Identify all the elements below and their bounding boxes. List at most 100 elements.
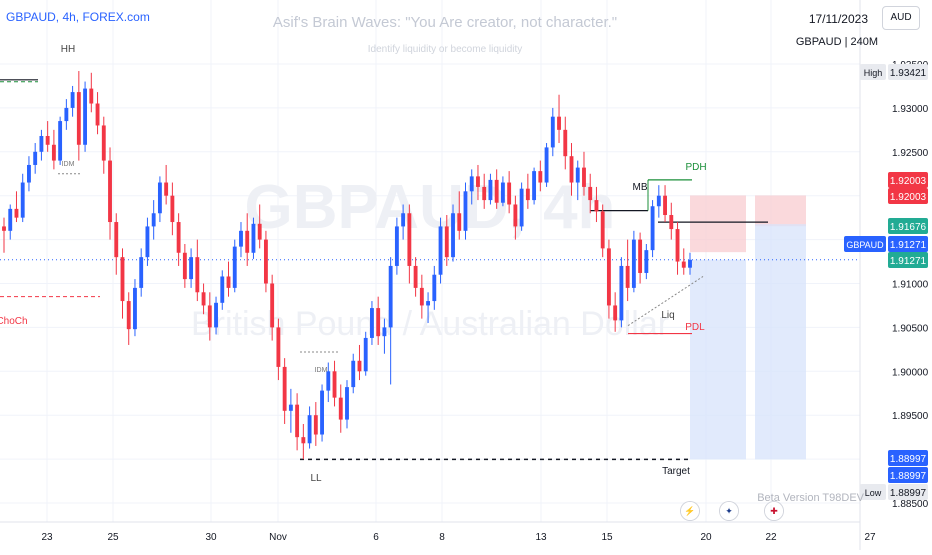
y-tick-label: 1.90000 — [892, 367, 929, 378]
candle-body — [276, 327, 281, 367]
candle-body — [582, 167, 586, 187]
candle-body — [320, 390, 324, 435]
candle-body — [370, 308, 374, 338]
x-tick-label: Nov — [269, 532, 287, 543]
price-label-box — [888, 467, 928, 483]
candle-body — [482, 186, 487, 201]
target-zone-2 — [755, 224, 806, 460]
annotation-idm: IDM — [62, 161, 75, 168]
candle-body — [376, 308, 381, 337]
candle-body — [557, 116, 561, 130]
candle-body — [33, 151, 38, 165]
price-label-value: 1.91676 — [890, 222, 927, 233]
candle-body — [451, 213, 455, 258]
price-label-box — [888, 236, 928, 252]
x-tick-label: 23 — [41, 532, 53, 543]
lightning-event-icon[interactable]: ⚡ — [681, 502, 699, 520]
candle-body — [151, 213, 156, 227]
candle-body — [413, 265, 418, 288]
candle-body — [332, 371, 337, 398]
annotation-hh: HH — [61, 44, 75, 55]
candle-body — [307, 415, 312, 444]
watermark-title: Asif's Brain Waves: "You Are creator, no… — [272, 14, 618, 31]
price-label-box — [888, 450, 928, 466]
candle-body — [101, 125, 106, 161]
candle-body — [407, 213, 412, 266]
annotation-idm: IDM — [315, 367, 328, 374]
candle-body — [625, 265, 630, 288]
x-tick-label: 22 — [765, 532, 777, 543]
candle-body — [650, 206, 655, 251]
candle-body — [519, 188, 524, 227]
candle-body — [45, 135, 50, 145]
stop-zone-1 — [690, 195, 746, 253]
candle-body — [401, 213, 406, 227]
candle-body — [419, 287, 424, 306]
candle-body — [2, 226, 6, 231]
candle-body — [189, 257, 194, 280]
candle-body — [251, 223, 256, 253]
watermark-big-description: British Pound / Australian Dollar — [191, 305, 669, 343]
target-zone-1 — [690, 259, 746, 460]
candle-body — [8, 208, 13, 231]
symbol-title[interactable]: GBPAUD, 4h, FOREX.com — [6, 10, 150, 24]
candle-body — [313, 415, 318, 435]
candle-body — [638, 239, 643, 273]
candle-body — [382, 327, 387, 337]
candle-body — [220, 276, 225, 303]
candle-body — [164, 182, 169, 196]
candle-body — [170, 195, 175, 223]
candle-body — [226, 276, 231, 288]
candle-body — [619, 265, 624, 321]
annotation-choch: ChoCh — [0, 316, 28, 327]
candle-body — [426, 301, 431, 306]
candle-body — [182, 252, 187, 280]
price-label-value: 1.88997 — [890, 454, 927, 465]
price-label-box — [888, 64, 928, 80]
y-tick-label: 1.89500 — [892, 411, 929, 422]
price-label-value: 1.91271 — [890, 256, 927, 267]
price-label-box — [888, 188, 928, 204]
price-label-value: 1.88997 — [890, 471, 927, 482]
candle-body — [270, 283, 275, 328]
candle-body — [669, 215, 674, 230]
currency-button[interactable]: AUD — [882, 6, 920, 30]
candle-body — [295, 404, 300, 438]
candle-body — [569, 156, 574, 183]
australia-flag-icon[interactable]: ✦ — [720, 502, 738, 520]
price-label-tag — [860, 64, 886, 80]
x-tick-label: 25 — [107, 532, 119, 543]
beta-version-text: Beta Version T98DEV — [757, 492, 864, 504]
candle-body — [214, 302, 218, 328]
candle-body — [139, 257, 144, 288]
y-tick-label: 1.90500 — [892, 323, 929, 334]
candle-body — [575, 167, 580, 183]
stop-zone-2 — [755, 195, 806, 227]
candle-body — [64, 107, 69, 122]
watermark-big-symbol: GBPAUD, 4h — [245, 173, 616, 242]
price-label-value: 1.91271 — [890, 240, 927, 251]
annotation-mb: MB — [633, 182, 648, 193]
candle-body — [463, 191, 468, 231]
candle-body — [594, 200, 599, 212]
candle-body — [70, 92, 75, 108]
candle-body — [120, 257, 125, 302]
annotation-ll: LL — [310, 473, 322, 484]
candle-body — [476, 176, 480, 187]
candle-body — [245, 230, 250, 253]
candle-body — [563, 129, 568, 157]
candle-body — [538, 171, 543, 183]
candle-body — [195, 257, 200, 293]
annotation-liq: Liq — [661, 310, 674, 321]
candle-body — [133, 287, 137, 330]
candle-body — [631, 239, 636, 288]
annotation-target: Target — [662, 466, 690, 477]
candle-body — [126, 301, 131, 330]
price-label-tag — [844, 236, 886, 252]
candle-body — [338, 397, 343, 420]
uk-flag-icon[interactable]: ✚ — [765, 502, 783, 520]
candle-body — [432, 274, 437, 302]
candle-body — [438, 226, 443, 275]
